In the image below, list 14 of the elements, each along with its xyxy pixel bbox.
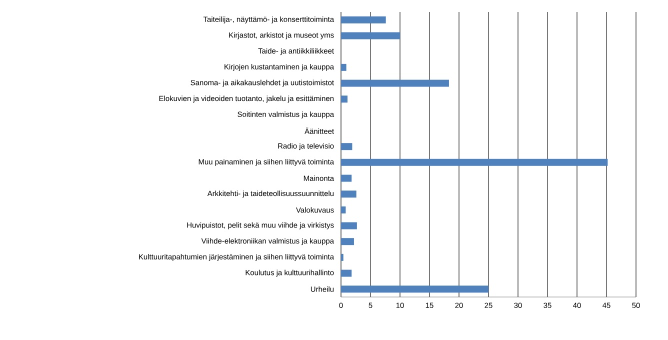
bar	[341, 190, 356, 198]
bar	[341, 96, 348, 103]
bar	[341, 143, 352, 150]
bar	[341, 158, 608, 166]
bar	[341, 174, 352, 182]
bar	[341, 286, 489, 293]
bar	[341, 238, 354, 246]
bar	[341, 16, 386, 24]
bar	[341, 270, 352, 277]
bar	[341, 206, 346, 214]
bar	[341, 32, 400, 40]
bar	[341, 222, 357, 230]
bar	[341, 64, 346, 71]
bar	[341, 80, 449, 87]
